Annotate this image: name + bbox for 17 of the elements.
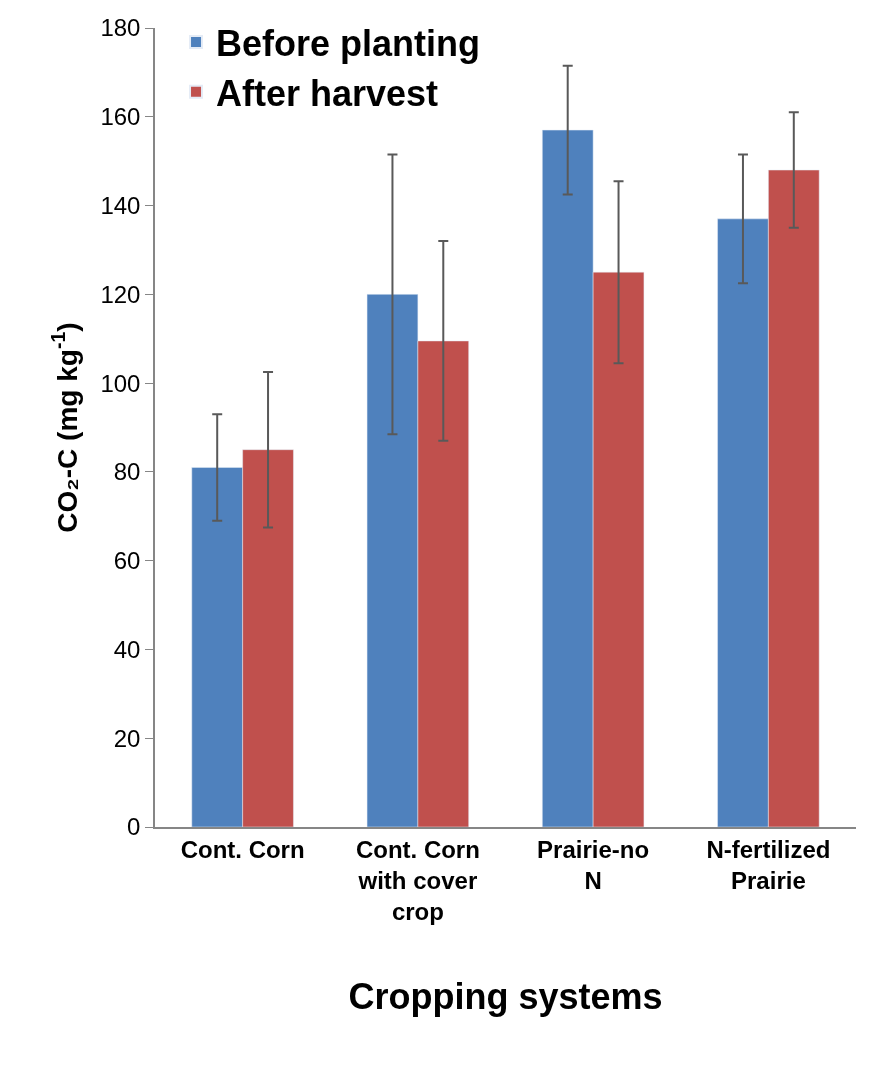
legend-label: Before planting bbox=[216, 22, 481, 64]
y-tick-label: 160 bbox=[100, 103, 141, 131]
y-tick-label: 180 bbox=[100, 14, 141, 42]
y-tick-label: 20 bbox=[113, 724, 141, 752]
x-tick-label: Cont. Corn bbox=[180, 835, 305, 863]
y-tick-label: 60 bbox=[113, 547, 141, 575]
y-tick-label: 140 bbox=[100, 191, 141, 219]
x-axis-title: Cropping systems bbox=[348, 976, 663, 1018]
y-tick-label: 120 bbox=[100, 280, 141, 308]
y-tick-label: 80 bbox=[113, 458, 141, 486]
y-tick-label: 100 bbox=[100, 369, 141, 397]
x-tick-label: Prairie-no N bbox=[537, 835, 650, 894]
x-tick-label: Cont. Corn with cover crop bbox=[355, 835, 480, 925]
y-tick-label: 40 bbox=[113, 635, 141, 663]
x-tick-label: N-fertilized Prairie bbox=[706, 835, 831, 894]
legend-label: After harvest bbox=[216, 72, 439, 114]
y-tick-label: 0 bbox=[127, 813, 141, 841]
